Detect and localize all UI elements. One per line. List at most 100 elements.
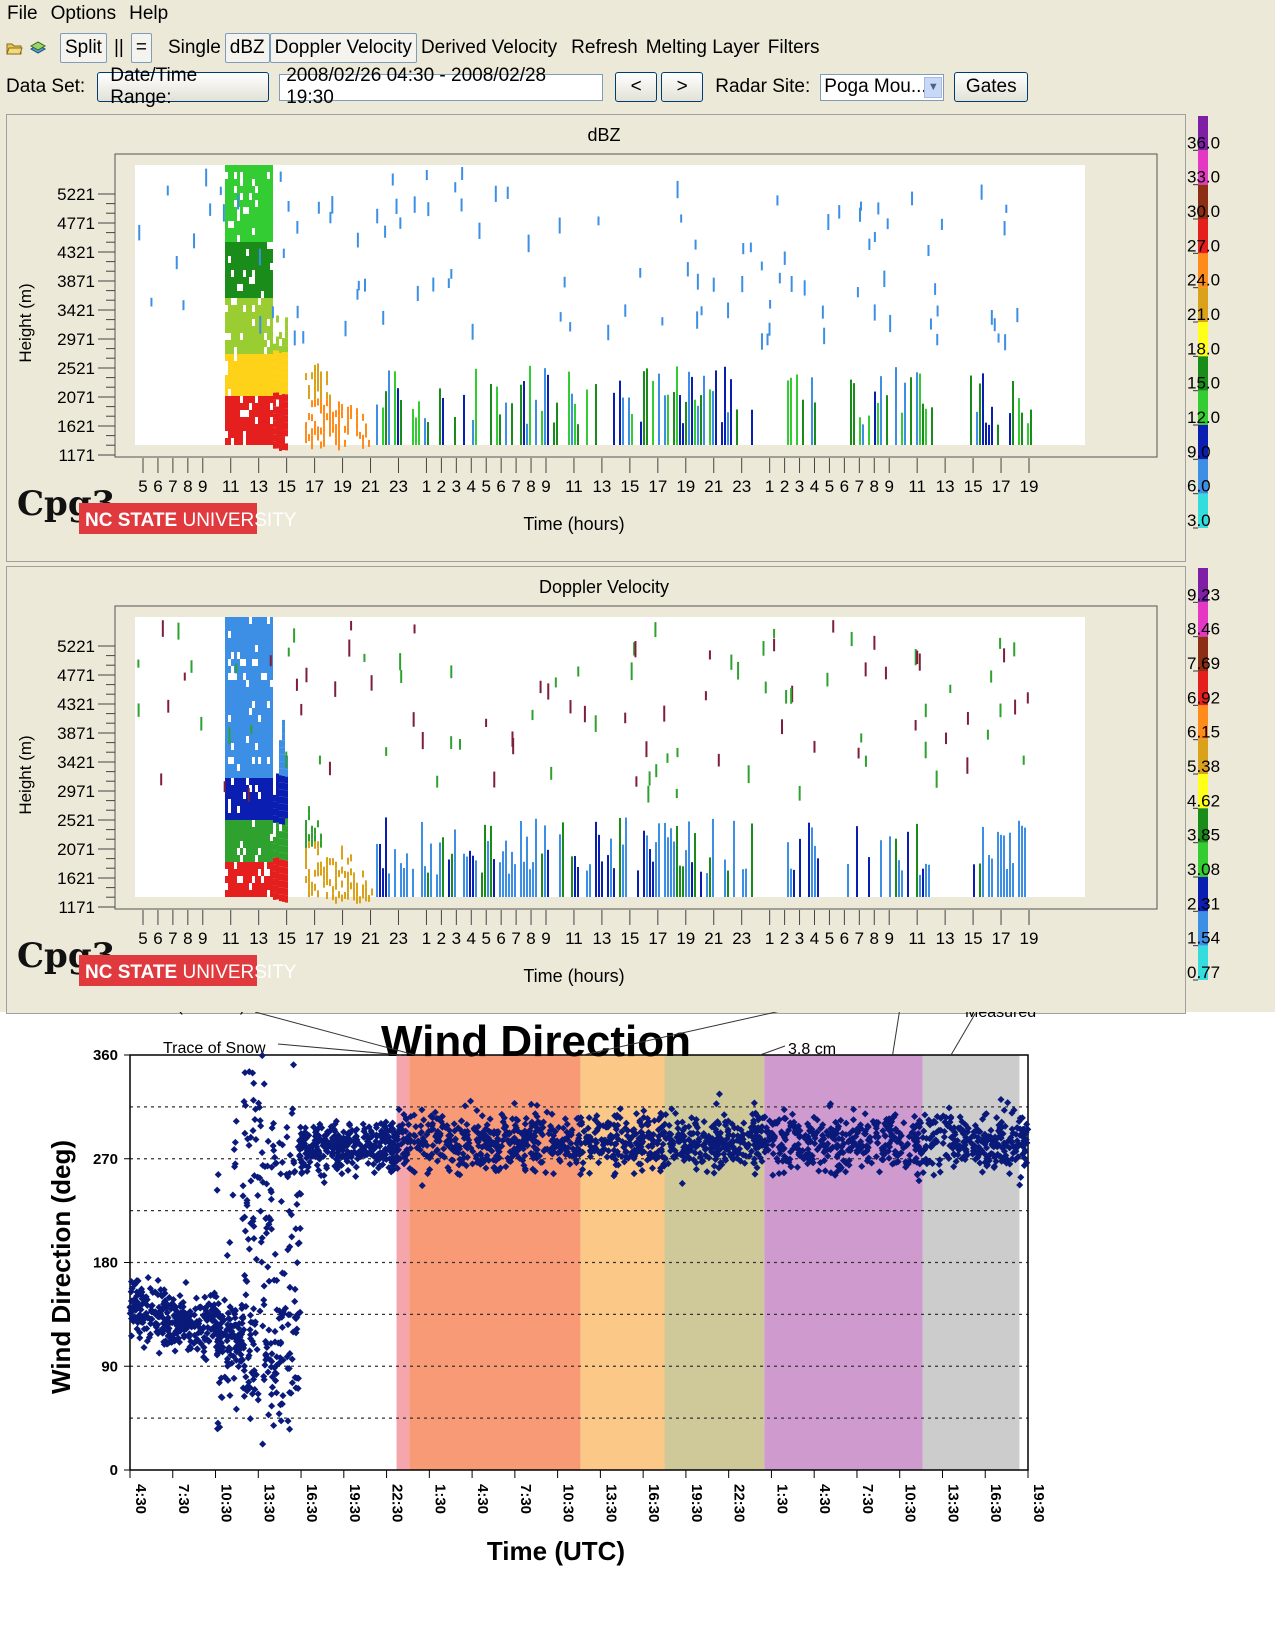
y-tick-label: 5221 [57, 185, 95, 204]
data-point [127, 1278, 136, 1286]
data-point [1018, 1114, 1026, 1122]
data-point [368, 1129, 376, 1137]
radar-site-select[interactable]: Poga Mou... ▼ [820, 73, 945, 101]
date-time-range-field[interactable]: 2008/02/26 04:30 - 2008/02/28 19:30 [279, 65, 604, 108]
x-tick-label: 6 [840, 477, 849, 496]
logo-text: NC STATE UNIVERSITY [85, 510, 297, 531]
data-point [260, 1080, 268, 1088]
colorbar-swatch [1198, 493, 1208, 528]
stacked-button[interactable]: = [130, 33, 152, 63]
data-point [286, 1350, 294, 1358]
colorbar-swatch [1198, 390, 1208, 425]
data-point [214, 1171, 222, 1179]
radar-returns [138, 165, 1032, 452]
data-point [613, 1111, 621, 1119]
x-tick-label: 7 [855, 477, 864, 496]
date-time-range-button[interactable]: Date/Time Range: [97, 65, 270, 108]
side-by-side-button[interactable]: || [113, 37, 124, 58]
data-point [611, 1169, 619, 1177]
x-tick-label: 2 [437, 929, 446, 948]
stack-icon[interactable] [29, 40, 47, 56]
colorbar-label: 3.08 [1187, 860, 1220, 879]
next-button[interactable]: > [661, 72, 704, 102]
data-point [213, 1186, 221, 1194]
previous-button[interactable]: < [615, 72, 658, 102]
data-point [567, 1139, 575, 1147]
data-point [997, 1095, 1005, 1104]
open-folder-icon[interactable] [6, 40, 23, 56]
menu-options[interactable]: Options [50, 3, 117, 24]
data-point [815, 1167, 823, 1175]
filters-button[interactable]: Filters [767, 37, 820, 58]
colorbar-swatch [1198, 568, 1208, 603]
data-point [263, 1340, 271, 1348]
data-point [267, 1225, 276, 1233]
y-tick-label: 1171 [58, 898, 95, 917]
data-point [232, 1405, 240, 1413]
dbz-colorbar: 36.0 33.0 30.0 27.0 24.0 21.0 18.0 15.0 12.0 9.0 6… [1186, 114, 1275, 562]
data-point [245, 1141, 253, 1149]
x-tick-label: 8 [870, 929, 879, 948]
data-point [259, 1440, 267, 1448]
data-point [295, 1239, 303, 1247]
data-point [256, 1117, 264, 1125]
data-point [127, 1332, 136, 1340]
menu-help[interactable]: Help [129, 3, 169, 24]
colorbar-label: 24.0 [1187, 271, 1220, 290]
colorbar-swatch [1198, 671, 1208, 706]
x-tick-label: 13:30 [944, 1484, 961, 1522]
nc-state-logo: NC STATE UNIVERSITY [79, 503, 297, 534]
data-point [288, 1379, 296, 1387]
radar-site-label: Radar Site: [715, 76, 811, 97]
data-point [618, 1128, 626, 1136]
data-point [283, 1133, 291, 1141]
chart-title: Wind Direction [381, 1017, 691, 1066]
data-point [224, 1309, 232, 1317]
y-tick-label: 2971 [57, 782, 95, 801]
data-point [338, 1170, 346, 1178]
split-button[interactable]: Split [60, 33, 107, 63]
refresh-button[interactable]: Refresh [571, 37, 638, 58]
menu-file[interactable]: File [7, 3, 38, 24]
data-point [989, 1139, 997, 1148]
chevron-down-icon[interactable]: ▼ [924, 76, 943, 98]
data-point [885, 1115, 893, 1123]
data-point [288, 1109, 296, 1117]
doppler-velocity-button[interactable]: Doppler Velocity [269, 33, 417, 63]
data-point [558, 1145, 566, 1153]
data-point [247, 1177, 255, 1185]
data-point [331, 1127, 339, 1135]
y-axis-label: Wind Direction (deg) [46, 1140, 76, 1394]
data-point [603, 1120, 611, 1129]
dbz-button[interactable]: dBZ [224, 33, 270, 63]
data-point [289, 1061, 298, 1069]
data-point [370, 1169, 378, 1177]
x-tick-label: 6 [153, 929, 162, 948]
y-tick-label: 2521 [57, 359, 95, 378]
x-tick-label: 11 [908, 477, 926, 496]
melting-layer-button[interactable]: Melting Layer [645, 37, 760, 58]
data-point [265, 1411, 273, 1419]
data-point [271, 1250, 279, 1258]
colorbar-swatch [1198, 219, 1208, 254]
x-tick-label: 13 [249, 929, 268, 948]
gates-button[interactable]: Gates [954, 72, 1029, 102]
data-point [183, 1313, 191, 1322]
data-point [939, 1139, 947, 1147]
data-point [788, 1121, 796, 1129]
data-point [637, 1146, 645, 1154]
x-tick-label: 15 [964, 929, 983, 948]
x-tick-label: 5 [138, 477, 147, 496]
single-button[interactable]: Single [167, 37, 221, 58]
x-tick-label: 10:30 [560, 1484, 577, 1522]
colorbar-label: 3.85 [1187, 826, 1220, 845]
derived-velocity-button[interactable]: Derived Velocity [420, 37, 558, 58]
data-point [283, 1123, 291, 1131]
colorbar-label: 8.46 [1187, 620, 1220, 639]
x-tick-label: 10:30 [218, 1484, 235, 1522]
data-point [729, 1131, 737, 1139]
data-point [216, 1311, 224, 1319]
x-tick-label: 19 [1020, 929, 1039, 948]
colorbar-swatch [1198, 425, 1208, 460]
data-point [246, 1347, 254, 1355]
